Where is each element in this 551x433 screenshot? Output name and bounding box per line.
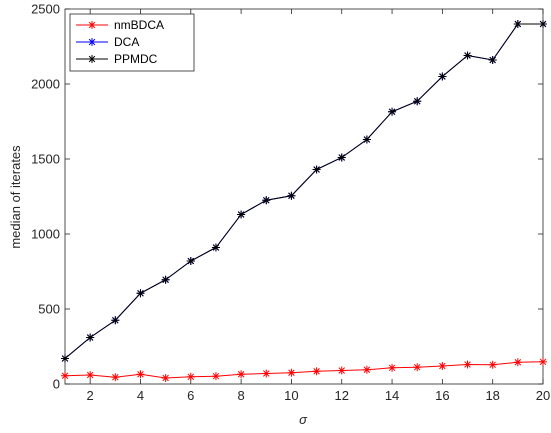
y-tick-label: 1000 — [31, 227, 60, 242]
series-nmbdca — [61, 357, 547, 382]
data-point-nmbdca — [61, 371, 69, 380]
data-point-ppmdc — [237, 210, 246, 219]
data-point-ppmdc — [463, 51, 472, 60]
y-axis: 0 500 1000 1500 2000 2500 — [31, 2, 543, 392]
y-tick-label: 500 — [38, 302, 60, 317]
legend-label: DCA — [114, 35, 139, 49]
data-point-nmbdca — [438, 362, 447, 370]
data-point-nmbdca — [211, 372, 220, 381]
data-point-ppmdc — [388, 107, 397, 116]
legend-label: nmBDCA — [114, 18, 164, 32]
plot-box — [64, 8, 544, 385]
series-line-ppmdc — [64, 23, 543, 359]
data-point-nmbdca — [539, 357, 547, 366]
x-tick-label: 14 — [385, 388, 399, 403]
legend-marker — [88, 55, 96, 63]
legend-item-nmbdca: nmBDCA — [76, 18, 164, 32]
data-point-ppmdc — [362, 135, 371, 144]
data-point-nmbdca — [136, 370, 145, 379]
data-point-ppmdc — [111, 316, 120, 325]
data-point-ppmdc — [513, 20, 522, 28]
y-axis-label: median of iterates — [8, 145, 23, 249]
legend-item-dca: DCA — [76, 35, 139, 49]
y-tick-label: 1500 — [31, 152, 60, 167]
data-point-nmbdca — [111, 373, 120, 382]
data-point-ppmdc — [287, 191, 296, 200]
data-point-ppmdc — [438, 72, 447, 81]
data-point-nmbdca — [488, 360, 497, 369]
data-point-nmbdca — [312, 367, 321, 376]
plot-area — [64, 8, 544, 385]
series-line-nmbdca — [64, 361, 544, 379]
data-point-ppmdc — [337, 153, 346, 162]
series-layer — [61, 20, 547, 382]
data-point-nmbdca — [413, 363, 422, 372]
data-point-nmbdca — [287, 368, 296, 377]
data-point-nmbdca — [161, 374, 170, 382]
x-tick-label: 20 — [536, 388, 550, 403]
x-tick-label: 8 — [237, 388, 244, 403]
y-tick-label: 2500 — [31, 2, 60, 17]
x-tick-label: 12 — [335, 388, 349, 403]
data-point-ppmdc — [539, 20, 547, 28]
legend-marker — [88, 38, 96, 46]
legend-label: PPMDC — [114, 52, 158, 66]
data-point-nmbdca — [262, 369, 271, 378]
data-point-nmbdca — [337, 366, 346, 375]
data-point-ppmdc — [211, 243, 220, 252]
data-point-nmbdca — [186, 372, 195, 381]
x-tick-label: 6 — [187, 388, 194, 403]
data-point-nmbdca — [388, 363, 397, 372]
data-point-nmbdca — [463, 360, 472, 369]
series-ppmdc — [61, 20, 547, 363]
legend-item-ppmdc: PPMDC — [76, 52, 158, 66]
data-point-ppmdc — [161, 275, 170, 284]
data-point-nmbdca — [362, 365, 371, 374]
x-axis: 2 4 6 8 10 12 14 16 18 20 — [87, 9, 550, 403]
data-point-nmbdca — [237, 370, 246, 379]
x-tick-label: 2 — [87, 388, 94, 403]
data-point-ppmdc — [312, 165, 321, 174]
x-tick-label: 16 — [435, 388, 449, 403]
data-point-nmbdca — [86, 371, 95, 379]
y-tick-label: 2000 — [31, 77, 60, 92]
data-point-ppmdc — [136, 289, 145, 298]
x-tick-label: 18 — [485, 388, 499, 403]
data-point-ppmdc — [262, 196, 271, 205]
x-tick-label: 10 — [284, 388, 298, 403]
data-point-ppmdc — [488, 56, 497, 64]
data-point-ppmdc — [186, 257, 195, 265]
y-tick-label: 0 — [53, 377, 60, 392]
legend: nmBDCA DCA PPMDC — [69, 13, 195, 72]
x-axis-label: σ — [299, 412, 308, 427]
x-tick-label: 4 — [137, 388, 144, 403]
data-point-ppmdc — [61, 354, 69, 363]
data-point-ppmdc — [413, 97, 422, 106]
data-point-nmbdca — [513, 358, 522, 367]
data-point-ppmdc — [86, 333, 95, 342]
legend-marker — [88, 21, 96, 29]
